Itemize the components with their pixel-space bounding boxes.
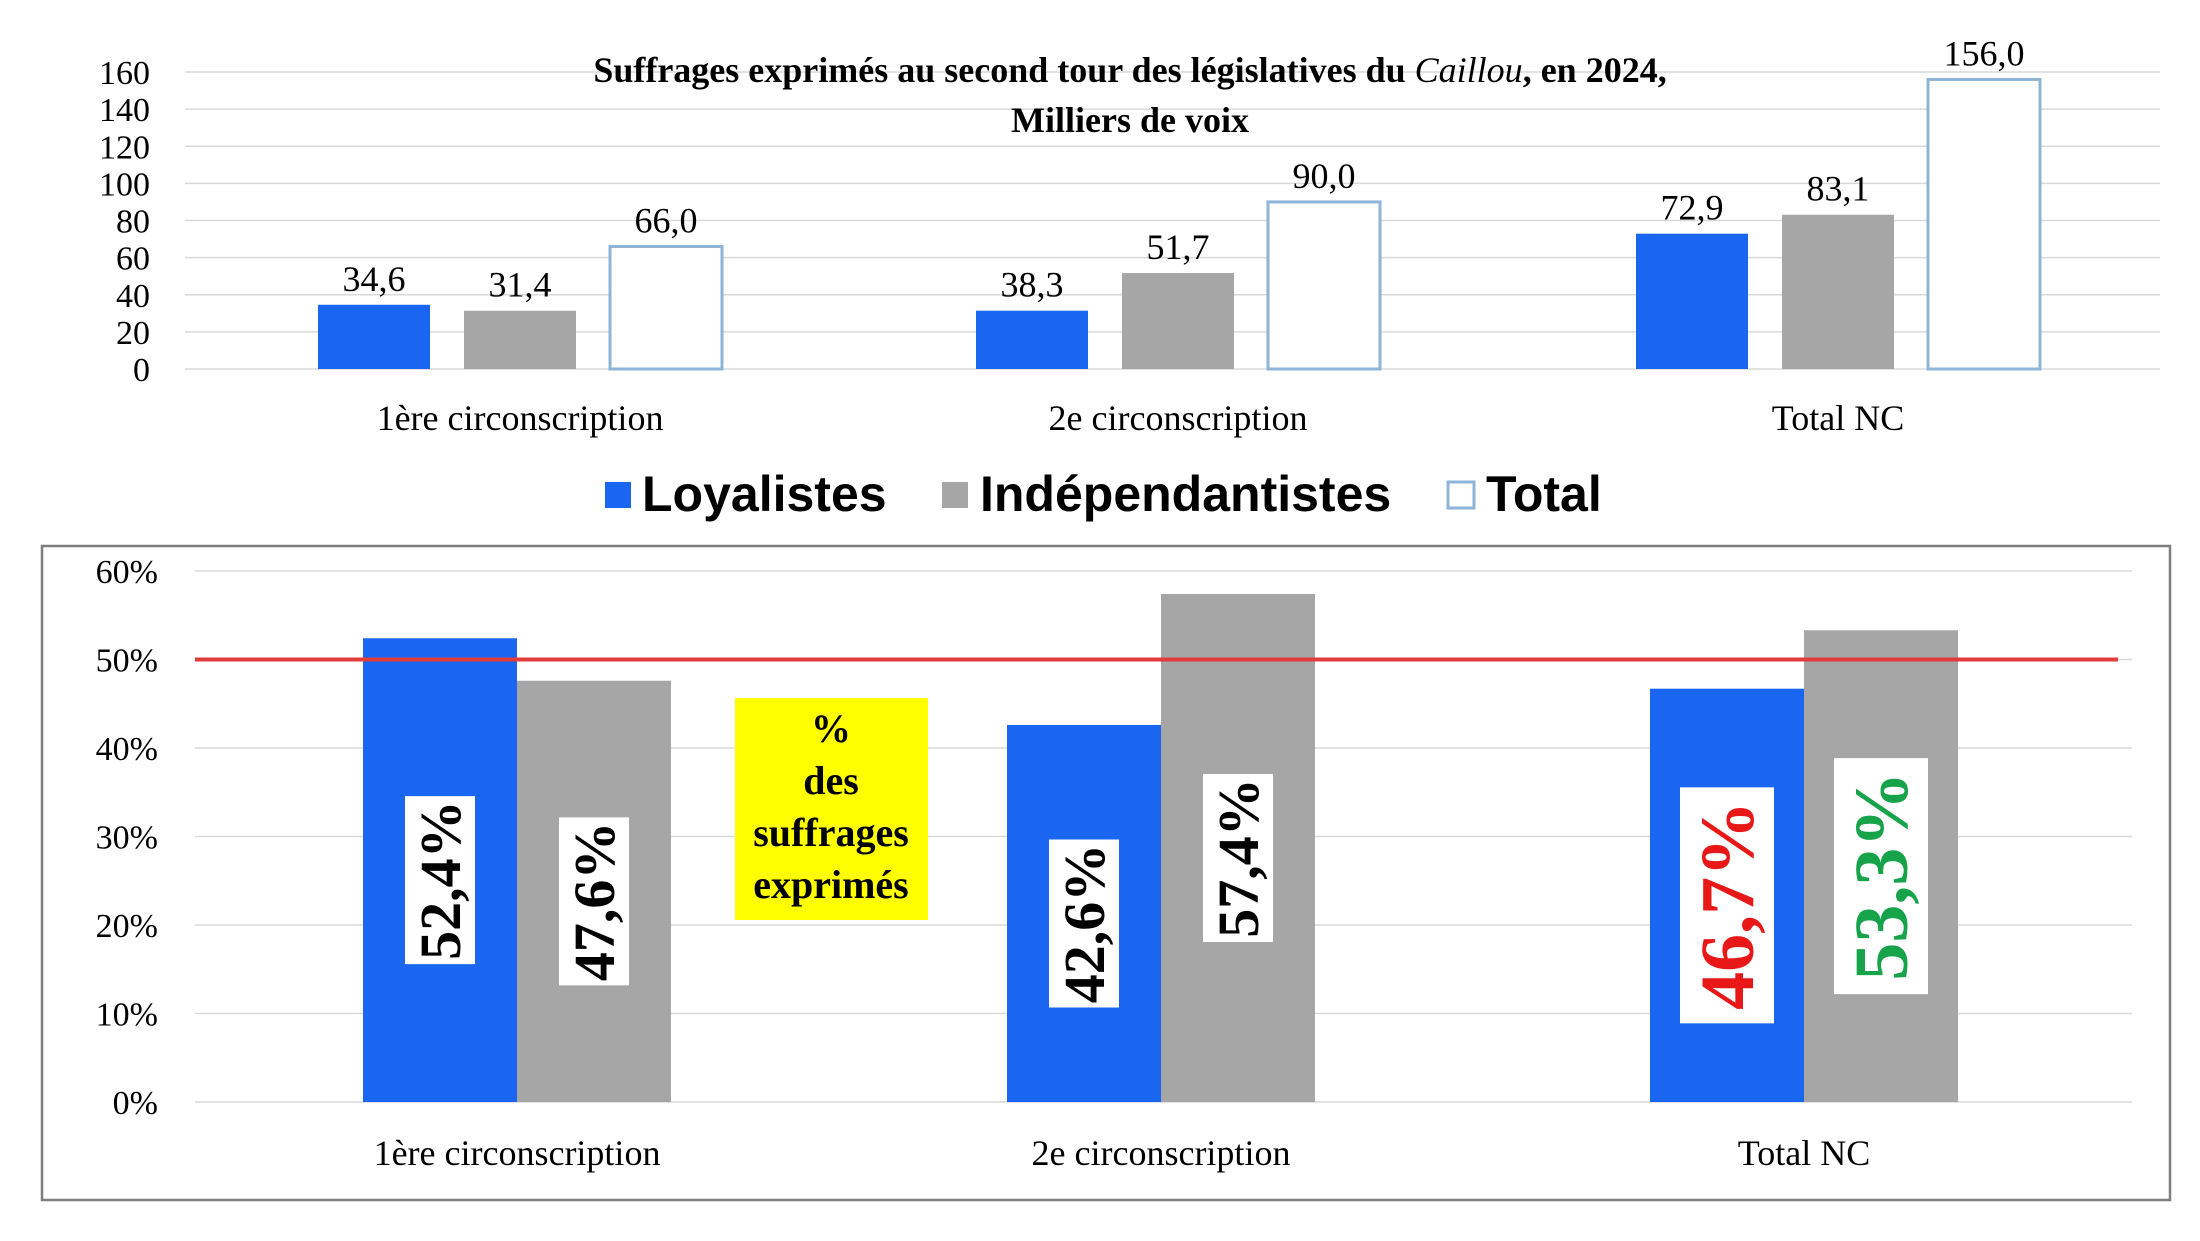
- top-chart-data-labels: 34,6 31,4 66,0 38,3 51,7 90,0 72,9 83,1 156,0: [343, 33, 2025, 304]
- y-tick-label: 20: [116, 315, 150, 352]
- data-label: 42,6%: [1049, 839, 1119, 1008]
- bottom-chart-data-labels: 52,4% 47,6% 42,6% 57,4% 46,7% 53,3%: [405, 758, 1928, 1024]
- legend-swatch-independantistes: [942, 482, 968, 508]
- bottom-chart-x-axis: 1ère circonscription 2e circonscription To…: [374, 1133, 1871, 1173]
- legend-label-total: Total: [1486, 466, 1602, 522]
- bar-loyalistes: [1636, 233, 1748, 369]
- data-label: 90,0: [1293, 156, 1356, 196]
- annotation-text: exprimés: [753, 862, 909, 907]
- data-label-box: [559, 817, 629, 986]
- data-label: 52,4%: [405, 796, 475, 965]
- y-tick-label: 100: [99, 166, 150, 203]
- data-label-text: 42,6%: [1052, 844, 1117, 1004]
- data-label: 66,0: [635, 200, 698, 240]
- data-label: 53,3%: [1834, 758, 1928, 995]
- legend-label-loyalistes: Loyalistes: [642, 466, 887, 522]
- annotation-text: des: [803, 758, 859, 803]
- y-tick-label: 20%: [96, 908, 158, 945]
- data-label: 156,0: [1944, 33, 2025, 73]
- bar-loyalistes: [318, 304, 430, 369]
- data-label-box: [405, 796, 475, 965]
- data-label: 51,7: [1147, 227, 1210, 267]
- y-tick-label: 60: [116, 241, 150, 278]
- x-category-label: 1ère circonscription: [377, 398, 664, 438]
- bar-independantistes: [464, 310, 576, 369]
- data-label-box: [1680, 787, 1774, 1024]
- x-category-label: 2e circonscription: [1032, 1133, 1291, 1173]
- y-tick-label: 160: [99, 55, 150, 92]
- legend-swatch-total: [1446, 480, 1476, 510]
- data-label-box: [1834, 758, 1928, 995]
- bottom-chart-bars: [363, 594, 1958, 1102]
- legend-label-independantistes: Indépendantistes: [980, 466, 1391, 522]
- data-label: 72,9: [1661, 188, 1724, 228]
- data-label: 38,3: [1001, 265, 1064, 305]
- y-tick-label: 30%: [96, 820, 158, 857]
- annotation-text: suffrages: [753, 810, 909, 855]
- y-tick-label: 50%: [96, 643, 158, 680]
- data-label-text: 57,4%: [1206, 778, 1271, 938]
- y-tick-label: 0: [133, 352, 150, 389]
- x-category-label: 1ère circonscription: [374, 1133, 661, 1173]
- bar-loyalistes: [976, 310, 1088, 369]
- y-tick-label: 120: [99, 129, 150, 166]
- bar-total: [608, 244, 724, 371]
- bar-total: [1926, 77, 2042, 371]
- data-label-text: 52,4%: [408, 800, 473, 960]
- data-label-box: [1049, 839, 1119, 1008]
- data-label: 46,7%: [1680, 787, 1774, 1024]
- bar-independantistes: [1122, 273, 1234, 369]
- legend: Loyalistes Indépendantistes Total: [605, 466, 1602, 522]
- data-label-box: [1203, 774, 1273, 943]
- data-label-text: 53,3%: [1840, 772, 1924, 981]
- data-label: 47,6%: [559, 817, 629, 986]
- data-label-text: 46,7%: [1686, 801, 1770, 1010]
- top-chart-x-axis: 1ère circonscription 2e circonscription To…: [377, 398, 1905, 438]
- data-label: 34,6: [343, 259, 406, 299]
- bar-independantistes: [1782, 214, 1894, 369]
- chart-title: Suffrages exprimés au second tour des lé…: [593, 50, 1666, 90]
- annotation-text: %: [811, 706, 851, 751]
- x-category-label: Total NC: [1738, 1133, 1870, 1173]
- bottom-chart-y-axis: 0% 10% 20% 30% 40% 50% 60%: [96, 554, 158, 1122]
- chart-subtitle: Milliers de voix: [1011, 100, 1249, 140]
- data-label-text: 47,6%: [562, 822, 627, 982]
- bar-total: [1266, 200, 1382, 371]
- y-tick-label: 140: [99, 92, 150, 129]
- annotation-background: [735, 698, 928, 920]
- data-label: 31,4: [489, 265, 552, 305]
- x-category-label: 2e circonscription: [1049, 398, 1308, 438]
- y-tick-label: 0%: [113, 1085, 158, 1122]
- y-tick-label: 40%: [96, 731, 158, 768]
- data-label: 83,1: [1807, 169, 1870, 209]
- legend-swatch-loyalistes: [605, 482, 631, 508]
- percent-annotation-box: % des suffrages exprimés: [735, 698, 928, 920]
- x-category-label: Total NC: [1772, 398, 1904, 438]
- y-tick-label: 10%: [96, 997, 158, 1034]
- data-label: 57,4%: [1203, 774, 1273, 943]
- y-tick-label: 60%: [96, 554, 158, 591]
- top-chart-bars: [318, 77, 2042, 371]
- y-tick-label: 80: [116, 204, 150, 241]
- y-tick-label: 40: [116, 278, 150, 315]
